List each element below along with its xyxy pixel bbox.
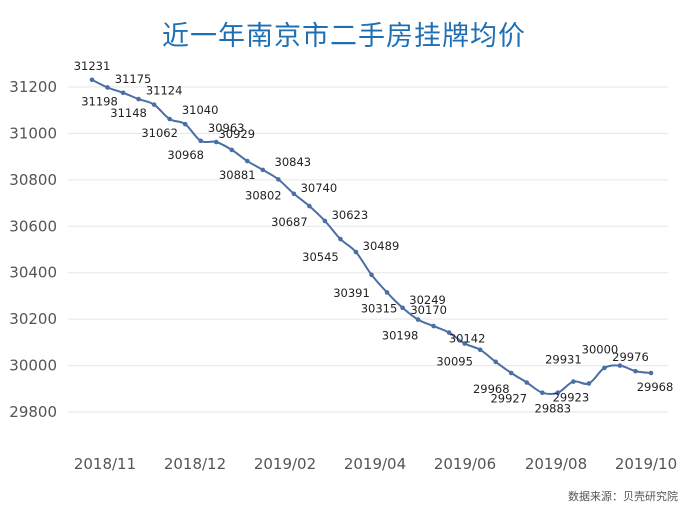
data-label: 30095 [436,355,473,369]
data-point [648,370,654,376]
data-point [244,158,250,164]
data-point [291,191,297,197]
data-label: 29923 [553,390,590,404]
data-point [151,102,157,107]
data-point [353,249,359,255]
data-point [617,363,623,368]
data-label: 29968 [637,380,674,394]
data-point [493,359,499,365]
data-point [462,341,467,346]
y-tick-label: 30000 [9,357,57,375]
data-label: 29931 [545,353,582,367]
data-point [555,390,561,396]
x-axis-ticks: 2018/11 2018/12 2019/02 2019/04 2019/06 2019/… [74,455,677,473]
data-point [431,323,436,329]
data-label: 30623 [332,208,369,222]
source-note: 数据来源：贝壳研究院 [568,490,678,503]
data-label: 31231 [74,59,111,73]
data-label: 29976 [612,350,649,364]
data-point [120,90,126,96]
data-label: 30963 [208,121,245,135]
data-label: 29968 [473,382,510,396]
data-point [213,139,219,145]
data-label: 30489 [363,239,400,253]
data-label: 30198 [382,329,419,343]
data-label: 31198 [81,94,118,108]
data-point [524,380,530,385]
y-tick-label: 31200 [9,78,57,96]
grid-lines [68,86,668,413]
x-tick-label: 2019/06 [434,455,496,473]
data-label: 30170 [410,303,447,317]
y-tick-label: 30600 [9,217,57,235]
data-point [540,390,545,396]
data-label: 30843 [275,155,312,169]
y-axis-ticks: 29800 30000 30200 30400 30600 30800 31000 31200 [9,78,57,421]
x-tick-label: 2018/12 [164,455,226,473]
data-label: 30687 [271,215,308,229]
y-tick-label: 30800 [9,171,57,189]
data-point [477,347,483,353]
data-label: 30740 [301,181,338,195]
data-point [89,77,95,83]
data-label: 30881 [219,168,256,182]
data-label: 30000 [582,343,619,357]
data-point [322,218,328,224]
data-point [338,236,343,242]
data-labels: 31231 31198 31175 31148 31124 31062 31040 30968… [74,59,674,416]
data-label: 30142 [449,332,486,346]
data-label: 30968 [167,148,204,162]
y-tick-label: 30200 [9,310,57,328]
data-point [105,85,110,90]
data-point [229,147,235,153]
x-tick-label: 2019/02 [254,455,316,473]
data-label: 29883 [535,402,572,416]
data-point [415,317,421,322]
y-tick-label: 30400 [9,264,57,282]
data-point [307,203,312,209]
data-point [167,116,172,122]
data-label: 31148 [110,106,147,120]
data-label: 29927 [490,392,527,406]
data-point [602,365,607,371]
data-label: 30802 [245,188,282,202]
series-points [89,77,654,396]
data-point [633,368,638,374]
chart-title: 近一年南京市二手房挂牌均价 [162,21,526,52]
data-label: 30315 [361,301,398,315]
data-label: 31062 [141,126,178,140]
x-tick-label: 2018/11 [74,455,136,473]
data-point [198,138,203,144]
data-label: 31040 [182,103,219,117]
data-point [276,177,281,182]
x-tick-label: 2019/04 [344,455,406,473]
data-point [182,121,188,127]
data-point [586,381,592,386]
data-label: 31124 [146,84,183,98]
data-label: 30929 [218,127,255,141]
data-point [369,272,374,278]
y-tick-label: 31000 [9,124,57,142]
y-tick-label: 29800 [9,403,57,421]
data-point [384,290,390,295]
x-tick-label: 2019/08 [525,455,587,473]
data-label: 30545 [302,250,339,264]
data-point [260,167,266,173]
data-point [508,370,514,376]
data-point [446,330,452,335]
data-label: 30249 [409,293,446,307]
data-label: 31175 [115,72,152,86]
x-tick-label: 2019/10 [615,455,677,473]
data-point [400,305,405,311]
data-point [136,96,141,102]
data-point [571,379,576,384]
data-label: 30391 [333,286,370,300]
